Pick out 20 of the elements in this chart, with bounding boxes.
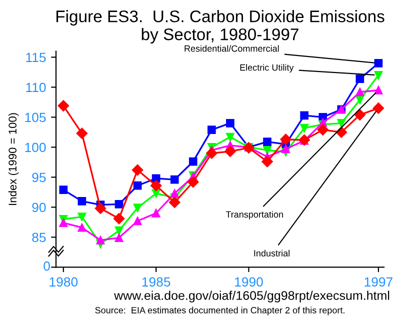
text: Industrial — [254, 250, 290, 256]
y-tick-label: 100 — [25, 142, 46, 152]
text: Electric Utility — [240, 64, 294, 72]
x-tick-label: 1990 — [235, 277, 263, 287]
x-tick-label: 1985 — [142, 277, 170, 287]
y-axis-title: Index (1990 = 100) — [8, 113, 19, 205]
text: www.eia.doe.gov/oiaf/1605/gg98rpt/execsum.html — [114, 290, 390, 302]
y-tick-label: 85 — [32, 232, 46, 242]
source-note: Source: EIA estimates documented in Chapter 2 of this report. — [95, 306, 344, 316]
text: Transportation — [226, 210, 283, 220]
y-tick-label: 110 — [26, 82, 46, 92]
x-tick-label: 1980 — [50, 277, 78, 287]
y-tick-label: 105 — [25, 112, 46, 122]
chart-title: Figure ES3. U.S. Carbon Dioxide Emissions by Sector, 1980-1997 — [56, 10, 384, 44]
text: Residential/Commercial — [184, 45, 279, 52]
y-tick-label: 95 — [32, 172, 46, 182]
y-tick-label: 90 — [32, 202, 46, 212]
y-tick-label: 115 — [26, 52, 46, 62]
x-tick-label: 1997 — [364, 277, 392, 287]
text: 0 — [44, 261, 50, 271]
